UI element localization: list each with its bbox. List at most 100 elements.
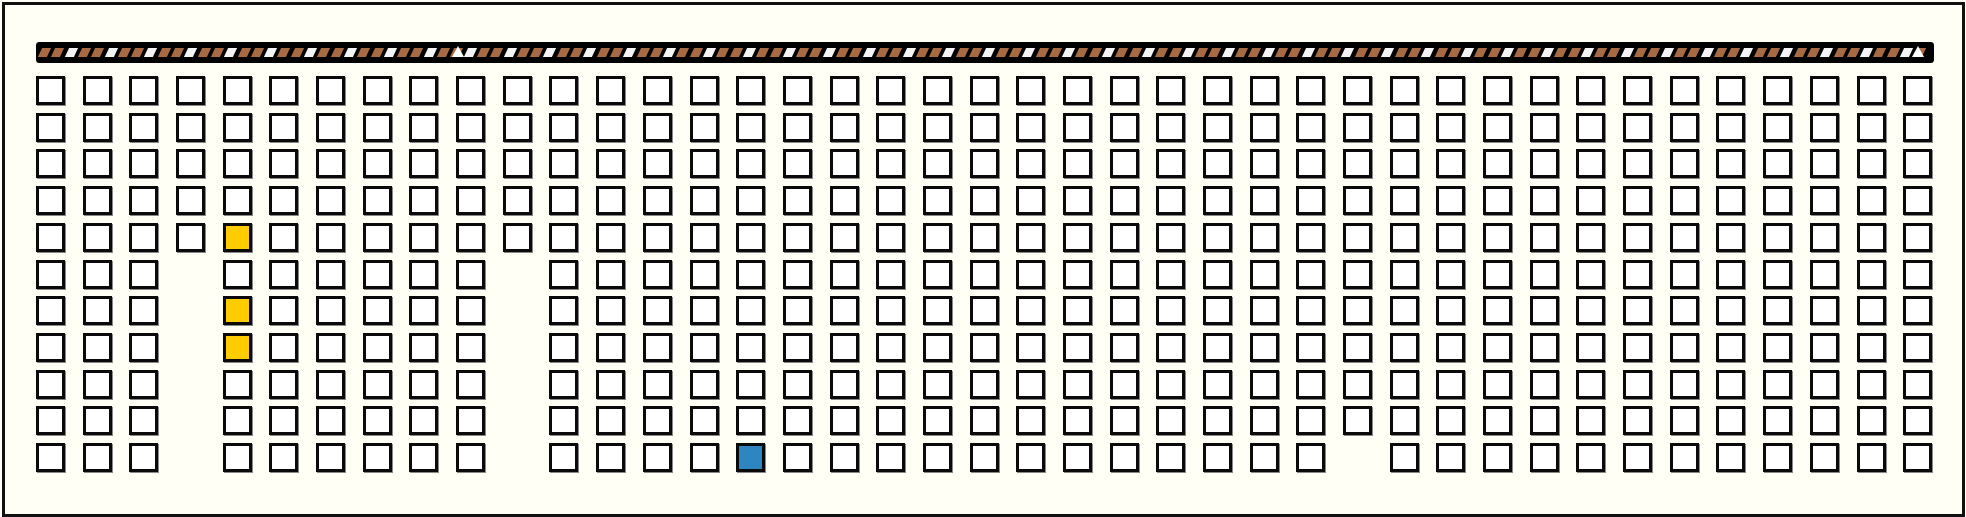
grid-cell[interactable] [922,259,952,289]
grid-cell[interactable] [129,186,159,216]
grid-cell[interactable] [1156,112,1186,142]
grid-cell[interactable] [829,406,859,436]
grid-cell[interactable] [1249,406,1279,436]
grid-cell[interactable] [1576,222,1606,252]
grid-cell[interactable] [1669,259,1699,289]
grid-cell[interactable] [1203,332,1232,362]
grid-cell[interactable] [596,296,626,326]
grid-cell[interactable] [1109,149,1139,179]
grid-cell[interactable] [1016,443,1046,472]
grid-cell-highlighted[interactable] [222,332,252,362]
grid-cell[interactable] [269,76,299,105]
grid-cell[interactable] [829,222,859,252]
grid-cell[interactable] [642,443,672,472]
grid-cell[interactable] [1109,76,1139,105]
grid-cell[interactable] [1809,186,1839,216]
grid-cell[interactable] [1389,149,1419,179]
grid-cell[interactable] [1623,443,1653,472]
grid-cell[interactable] [1576,112,1606,142]
grid-cell[interactable] [596,406,626,436]
grid-cell[interactable] [222,259,252,289]
grid-cell[interactable] [1623,296,1653,326]
grid-cell[interactable] [269,369,299,399]
grid-cell[interactable] [1296,443,1326,472]
grid-cell[interactable] [316,369,346,399]
grid-cell[interactable] [1343,369,1373,399]
grid-cell[interactable] [1249,76,1279,105]
grid-cell[interactable] [36,296,65,326]
grid-cell[interactable] [1483,222,1513,252]
grid-cell[interactable] [82,369,112,399]
grid-cell[interactable] [316,406,346,436]
grid-cell[interactable] [1249,222,1279,252]
grid-cell[interactable] [1623,112,1653,142]
grid-cell[interactable] [82,296,112,326]
grid-cell[interactable] [1623,406,1653,436]
grid-cell[interactable] [829,76,859,105]
grid-cell[interactable] [1389,76,1419,105]
grid-cell[interactable] [1062,149,1092,179]
grid-cell[interactable] [1576,406,1606,436]
grid-cell[interactable] [316,222,346,252]
grid-cell[interactable] [1763,222,1793,252]
grid-cell[interactable] [689,149,719,179]
grid-cell[interactable] [456,76,486,105]
grid-cell[interactable] [1343,112,1373,142]
grid-cell[interactable] [1016,332,1046,362]
grid-cell[interactable] [269,443,299,472]
grid-cell[interactable] [222,149,252,179]
grid-cell[interactable] [1483,443,1513,472]
grid-cell[interactable] [876,186,906,216]
grid-cell[interactable] [1249,296,1279,326]
grid-cell[interactable] [36,369,65,399]
grid-cell[interactable] [876,112,906,142]
grid-cell[interactable] [1436,406,1466,436]
grid-cell[interactable] [316,149,346,179]
grid-cell[interactable] [1016,112,1046,142]
grid-cell[interactable] [876,222,906,252]
grid-cell[interactable] [316,259,346,289]
grid-cell[interactable] [456,332,486,362]
grid-cell[interactable] [129,406,159,436]
grid-cell[interactable] [829,443,859,472]
grid-cell[interactable] [1669,443,1699,472]
grid-cell[interactable] [1389,443,1419,472]
grid-cell[interactable] [316,443,346,472]
grid-cell[interactable] [829,332,859,362]
grid-cell[interactable] [549,149,579,179]
grid-cell[interactable] [1249,149,1279,179]
grid-cell[interactable] [876,296,906,326]
grid-cell[interactable] [1343,222,1373,252]
grid-cell[interactable] [782,186,812,216]
grid-cell[interactable] [269,112,299,142]
grid-cell[interactable] [1716,259,1746,289]
grid-cell[interactable] [176,76,206,105]
grid-cell[interactable] [316,296,346,326]
grid-cell[interactable] [1389,369,1419,399]
grid-cell[interactable] [642,149,672,179]
grid-cell[interactable] [129,149,159,179]
grid-cell[interactable] [1809,222,1839,252]
grid-cell[interactable] [502,149,532,179]
grid-cell[interactable] [969,259,999,289]
grid-cell[interactable] [689,76,719,105]
grid-cell[interactable] [1903,443,1933,472]
grid-cell[interactable] [1716,296,1746,326]
grid-cell[interactable] [1716,186,1746,216]
grid-cell[interactable] [316,332,346,362]
grid-cell[interactable] [409,259,439,289]
grid-cell[interactable] [969,76,999,105]
grid-cell[interactable] [1716,222,1746,252]
grid-cell[interactable] [1856,186,1886,216]
grid-cell[interactable] [1669,112,1699,142]
grid-cell[interactable] [269,406,299,436]
grid-cell[interactable] [1343,76,1373,105]
grid-cell[interactable] [1716,112,1746,142]
grid-cell[interactable] [82,406,112,436]
grid-cell[interactable] [1716,76,1746,105]
grid-cell[interactable] [1296,406,1326,436]
grid-cell[interactable] [1529,406,1559,436]
grid-cell[interactable] [642,112,672,142]
grid-cell[interactable] [409,296,439,326]
grid-cell[interactable] [362,222,392,252]
